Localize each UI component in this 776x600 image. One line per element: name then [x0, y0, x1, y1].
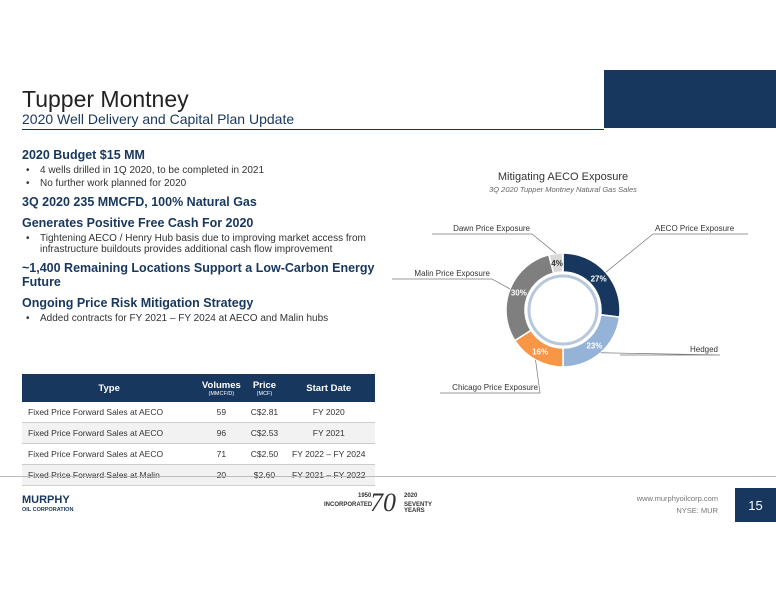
category-label: Dawn Price Exposure [453, 224, 530, 233]
bullet: Tightening AECO / Henry Hub basis due to… [26, 233, 377, 255]
header-cell: Start Date [282, 374, 375, 402]
category-label: Malin Price Exposure [414, 269, 490, 278]
chart-title: Mitigating AECO Exposure [498, 171, 628, 183]
cell: $2.60 [246, 464, 283, 486]
bullet: Added contracts for FY 2021 – FY 2024 at… [26, 313, 377, 324]
cell: FY 2021 – FY 2022 [282, 464, 375, 486]
row: Fixed Price Forward Sales at Malin 20 $2.6… [22, 464, 375, 486]
header-cell: Type [22, 374, 197, 402]
anniversary-logo: 1950 INCORPORATED 70 2020 SEVENTY YEARS [322, 488, 452, 518]
value-label: 16% [532, 348, 548, 357]
ticker: NYSE: MUR [676, 506, 718, 515]
cell: 20 [196, 464, 247, 486]
cell: Fixed Price Forward Sales at AECO [22, 422, 197, 444]
bullet-list: Added contracts for FY 2021 – FY 2024 at… [26, 313, 377, 324]
header-text: Type [98, 382, 120, 394]
anniv-text: 70 [370, 488, 396, 517]
value-label: 23% [586, 342, 602, 351]
anniv-text: SEVENTY YEARS [404, 502, 432, 514]
section-heading: 2020 Budget $15 MM [22, 148, 145, 162]
cell: 96 [196, 422, 247, 444]
cell: FY 2020 [282, 402, 375, 423]
category-label: AECO Price Exposure [655, 224, 735, 233]
bullet: 4 wells drilled in 1Q 2020, to be comple… [26, 165, 377, 176]
chart: Mitigating AECO Exposure 3Q 2020 Tupper … [392, 171, 748, 394]
leader-line [432, 233, 557, 254]
page-number: 15 [735, 488, 776, 522]
header-text: Start Date [306, 382, 352, 394]
bullet: No further work planned for 2020 [26, 178, 377, 189]
value-label: 4% [551, 259, 563, 268]
leader-line [392, 278, 511, 290]
cell: 59 [196, 402, 247, 423]
value-label: 27% [591, 275, 607, 284]
table: Type Volumes (MMCF/D) Price (MCF) Start Date F… [22, 374, 375, 486]
bullet-list: 4 wells drilled in 1Q 2020, to be comple… [26, 165, 377, 189]
donut-slice [547, 252, 564, 275]
title: Tupper Montney [22, 86, 189, 112]
header-unit: (MCF) [256, 390, 273, 397]
cell: FY 2022 – FY 2024 [282, 443, 375, 465]
cell: 71 [196, 443, 247, 465]
category-label: Hedged [690, 345, 718, 354]
header-cell: Volumes (MMCF/D) [196, 374, 247, 402]
header-row: Type Volumes (MMCF/D) Price (MCF) Start Date [22, 374, 375, 402]
table-wrap: Type Volumes (MMCF/D) Price (MCF) Start Date F… [22, 374, 375, 486]
cell: Fixed Price Forward Sales at AECO [22, 402, 197, 423]
anniv-text: INCORPORATED [324, 502, 373, 508]
header-text: Price [252, 379, 277, 391]
cell: Fixed Price Forward Sales at Malin [22, 464, 197, 486]
map-image [604, 70, 776, 128]
leader-line [600, 352, 721, 356]
logo: MURPHY [22, 494, 70, 506]
row: Fixed Price Forward Sales at AECO 59 C$2.8… [22, 402, 375, 423]
section-heading: Ongoing Price Risk Mitigation Strategy [22, 296, 254, 310]
value-label: 30% [511, 289, 527, 298]
anniv-text: 2020 [404, 493, 418, 499]
cell: C$2.53 [246, 422, 283, 444]
anniv-text: 1950 [358, 493, 372, 499]
row: Fixed Price Forward Sales at AECO 71 C$2.5… [22, 443, 375, 465]
leader-line [440, 359, 541, 394]
cell: FY 2021 [282, 422, 375, 444]
donut-inner-ring [527, 274, 599, 346]
cell: C$2.50 [246, 443, 283, 465]
footer-rule [0, 476, 776, 477]
header-cell: Price (MCF) [246, 374, 283, 402]
leader-line [605, 233, 748, 273]
website: www.murphyoilcorp.com [636, 494, 718, 503]
cell: Fixed Price Forward Sales at AECO [22, 443, 197, 465]
donut-slice [562, 252, 621, 318]
row: Fixed Price Forward Sales at AECO 96 C$2.5… [22, 422, 375, 444]
cell: C$2.81 [246, 402, 283, 423]
logo-sub: OIL CORPORATION [22, 507, 74, 513]
section-heading: ~1,400 Remaining Locations Support a Low… [22, 261, 375, 289]
rule [22, 129, 604, 130]
bullet-list: Tightening AECO / Henry Hub basis due to… [26, 233, 377, 255]
header-text: Volumes [201, 379, 241, 391]
subtitle: 2020 Well Delivery and Capital Plan Upda… [22, 111, 295, 127]
chart-subtitle: 3Q 2020 Tupper Montney Natural Gas Sales [489, 185, 637, 194]
header-unit: (MMCF/D) [208, 390, 235, 397]
category-label: Chicago Price Exposure [452, 383, 538, 392]
section-heading: Generates Positive Free Cash For 2020 [22, 216, 254, 230]
content: 2020 Budget $15 MM 4 wells drilled in 1Q … [22, 148, 377, 330]
section-heading: 3Q 2020 235 MMCFD, 100% Natural Gas [22, 195, 257, 209]
